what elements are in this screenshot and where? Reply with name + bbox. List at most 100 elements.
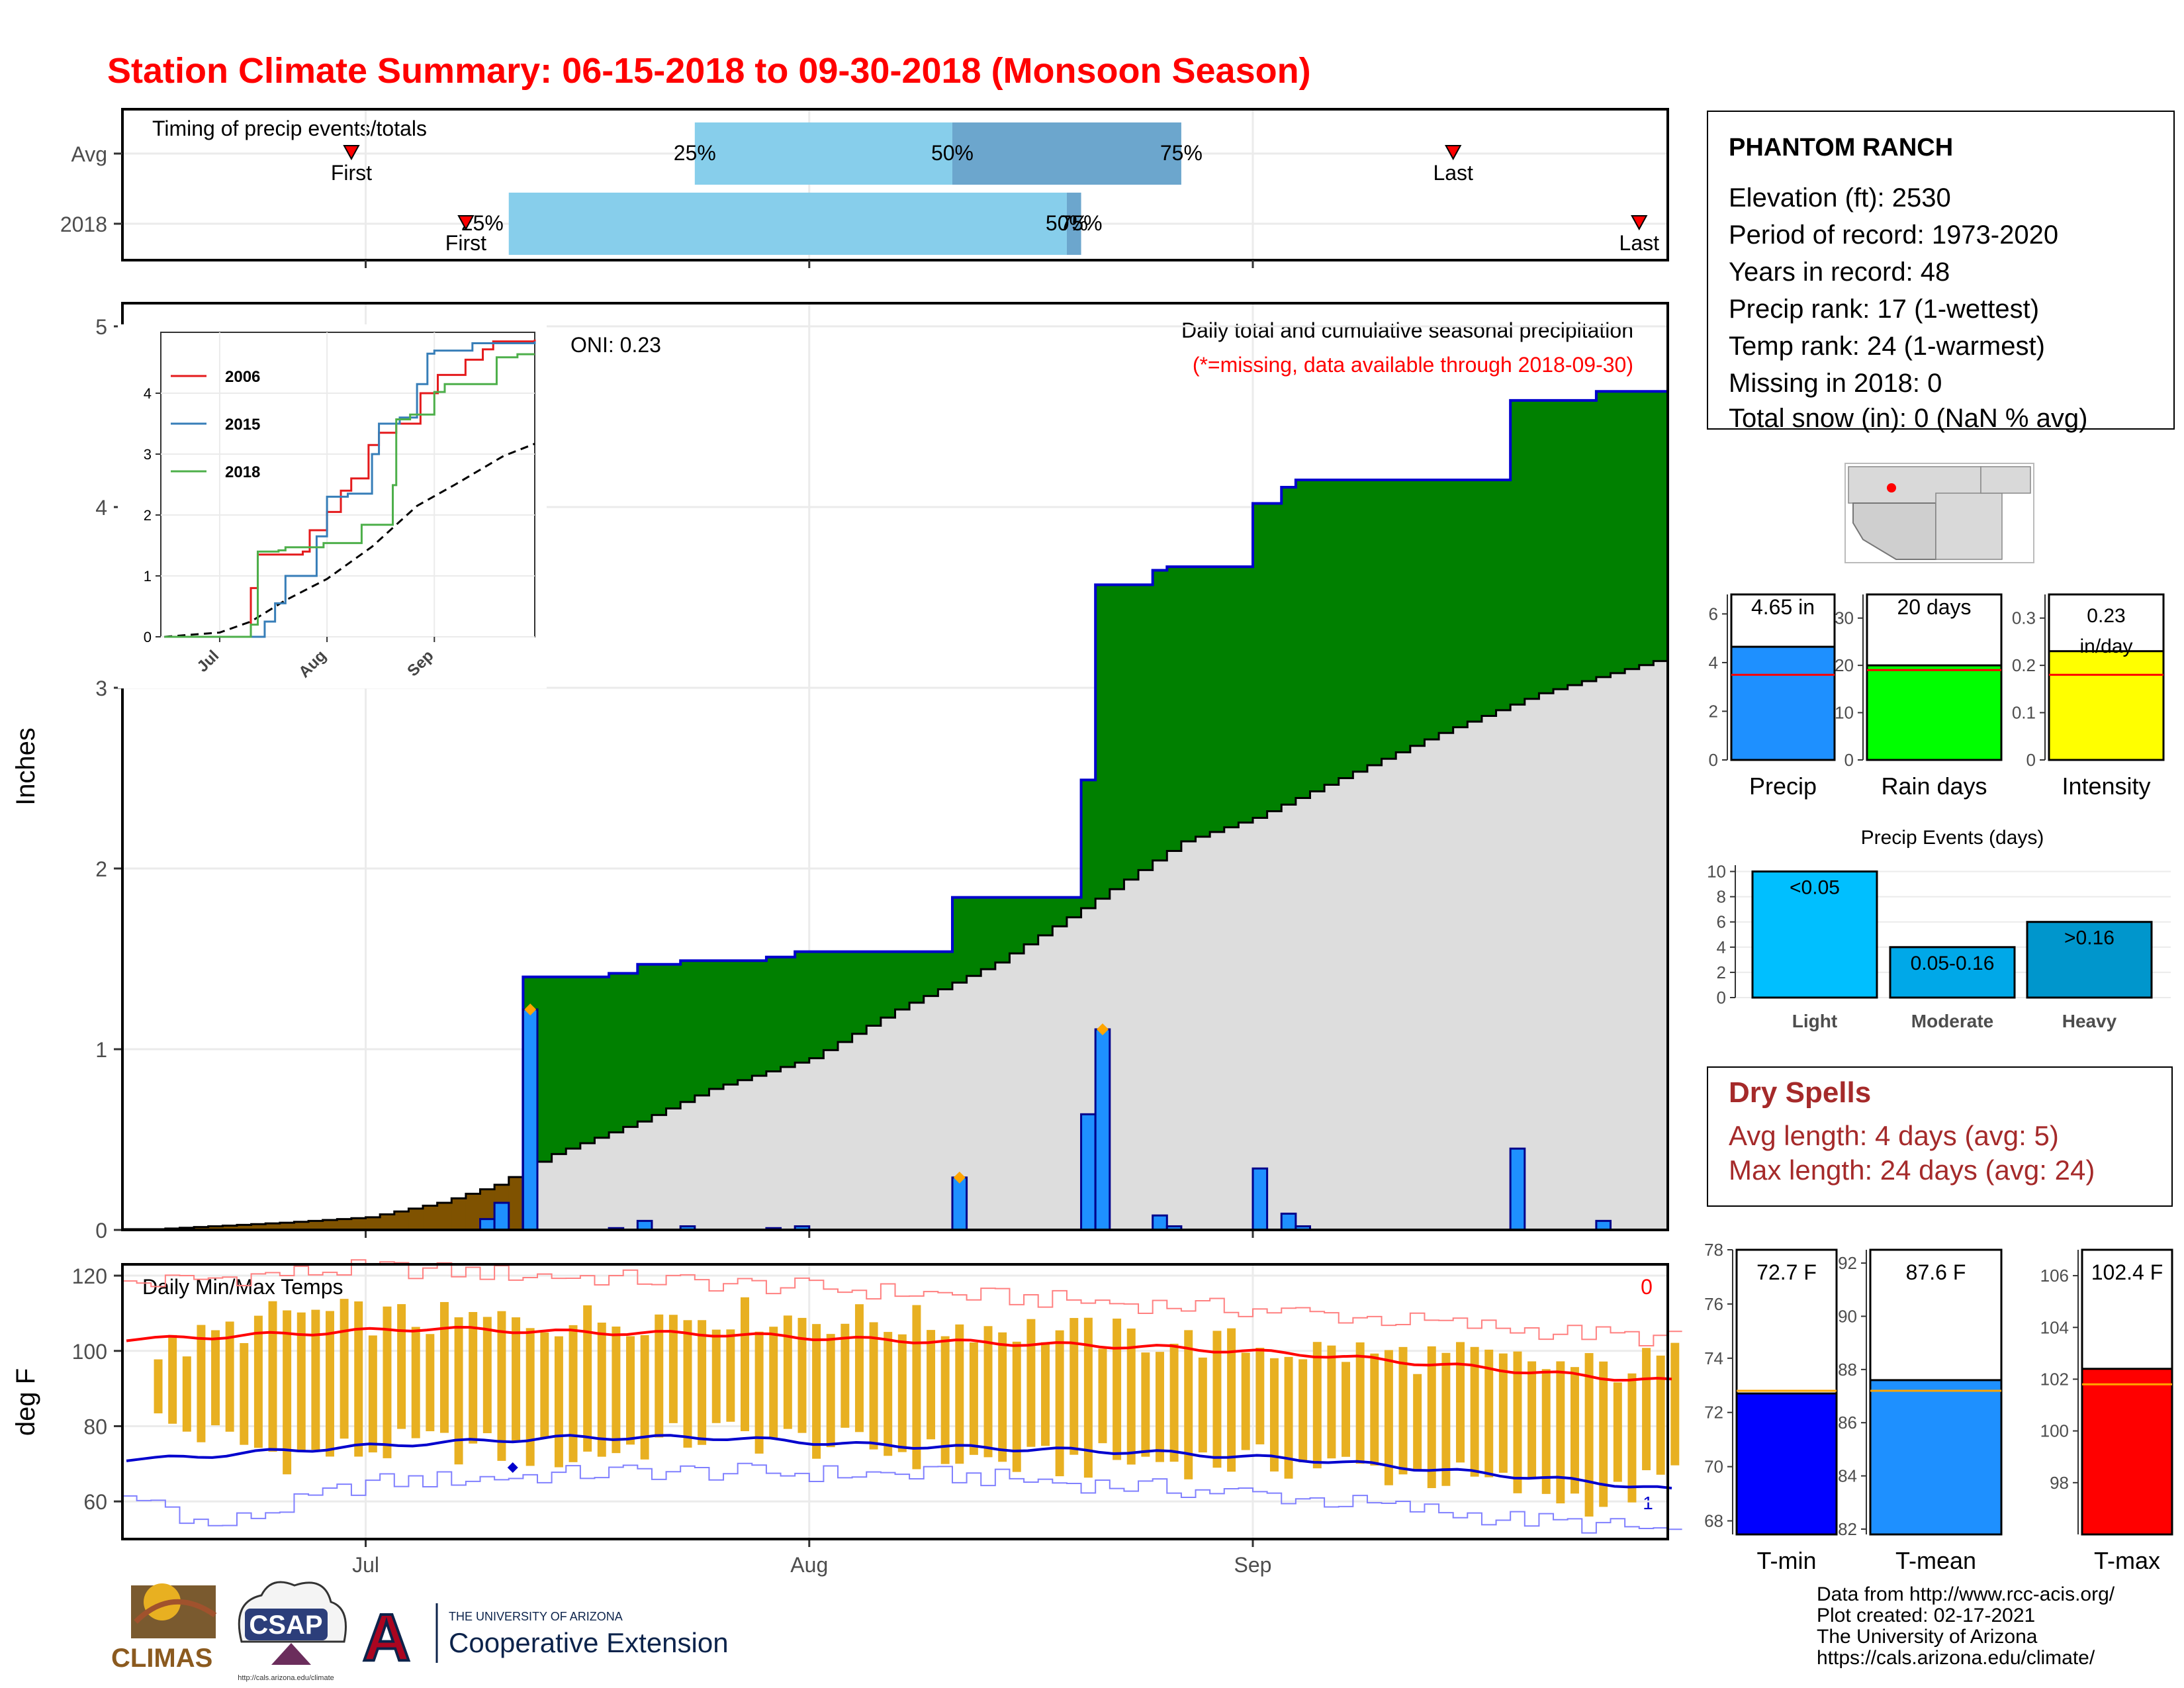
daily-temp-bar bbox=[1599, 1361, 1608, 1507]
timing-row-label: 2018 bbox=[60, 212, 107, 236]
surplus-band bbox=[1410, 480, 1426, 746]
daily-precip-bar bbox=[1094, 1028, 1111, 1229]
daily-temp-bar bbox=[1312, 1342, 1322, 1469]
daily-temp-bar bbox=[1570, 1367, 1579, 1494]
daily-precip-bar bbox=[951, 1176, 968, 1229]
events-y-tick-label: 0 bbox=[1717, 988, 1726, 1008]
surplus-band bbox=[880, 951, 896, 1018]
surplus-band bbox=[866, 951, 882, 1026]
surplus-band bbox=[1024, 897, 1039, 945]
daily-temp-bar bbox=[797, 1317, 807, 1433]
surplus-band bbox=[1653, 391, 1666, 661]
surplus-band bbox=[1267, 503, 1282, 812]
events-y-tick-label: 6 bbox=[1717, 912, 1726, 932]
precip-y-tick-label: 0 bbox=[95, 1219, 107, 1243]
surplus-band bbox=[723, 961, 739, 1085]
dry-spells-box: Dry Spells Avg length: 4 days (avg: 5) M… bbox=[1707, 1066, 2173, 1207]
daily-temp-bar bbox=[812, 1324, 821, 1459]
events-y-tick-label: 10 bbox=[1707, 862, 1726, 882]
daily-temp-bar bbox=[854, 1304, 864, 1432]
daily-temp-bar bbox=[683, 1320, 692, 1448]
daily-temp-bar bbox=[1398, 1346, 1408, 1475]
surplus-band bbox=[1396, 480, 1411, 753]
surplus-band bbox=[1467, 480, 1482, 722]
daily-temp-bar bbox=[525, 1328, 535, 1466]
surplus-band bbox=[1138, 585, 1154, 870]
daily-temp-bar bbox=[497, 1311, 506, 1461]
deficit-band bbox=[380, 1214, 395, 1229]
temp-t-max-y-tick-label: 98 bbox=[2050, 1473, 2069, 1493]
normal-cumulative-line bbox=[124, 660, 1666, 1229]
daily-temp-bar bbox=[1041, 1342, 1050, 1446]
surplus-band bbox=[809, 951, 824, 1058]
season-rain-days-y-tick-label: 0 bbox=[1844, 750, 1854, 770]
surplus-band bbox=[637, 964, 653, 1122]
precip-events-panel: Precip Events (days) 0 2 4 6 8 10 <0.05 Light 0.… bbox=[1707, 827, 2171, 1031]
season-rain-days-y-tick-label: 20 bbox=[1835, 655, 1854, 675]
daily-precip-bar bbox=[1152, 1214, 1168, 1229]
daily-temp-bar bbox=[1113, 1318, 1122, 1460]
season-precip-y-tick-label: 4 bbox=[1709, 653, 1718, 673]
temp-t-max-y-tick-label: 106 bbox=[2040, 1266, 2069, 1286]
deficit-band bbox=[322, 1219, 338, 1229]
precip-y-tick-label: 3 bbox=[95, 677, 107, 700]
daily-temp-bar bbox=[998, 1332, 1007, 1462]
temp-t-min-label: T-min bbox=[1757, 1547, 1817, 1574]
surplus-band bbox=[1224, 567, 1239, 827]
timing-panel: Timing of precip events/totals Avg 2018 25… bbox=[60, 108, 1669, 268]
timing-bar-lower bbox=[508, 193, 1067, 255]
surplus-band bbox=[966, 897, 981, 976]
daily-temp-bar bbox=[1241, 1352, 1250, 1450]
surplus-band bbox=[938, 951, 953, 990]
last-event-label: Last bbox=[1619, 231, 1660, 255]
footer-university: The University of Arizona bbox=[1817, 1626, 2038, 1648]
surplus-band bbox=[766, 957, 782, 1072]
daily-temp-bar bbox=[1484, 1349, 1494, 1477]
first-event-marker-icon bbox=[457, 215, 475, 231]
surplus-band bbox=[823, 951, 839, 1051]
record-low-line bbox=[122, 1462, 1682, 1534]
surplus-band bbox=[923, 951, 938, 996]
daily-temp-bar bbox=[1155, 1352, 1164, 1462]
daily-temp-bar bbox=[1198, 1357, 1207, 1453]
season-intensity-y-tick-label: 0.2 bbox=[2012, 655, 2036, 675]
daily-temp-bar bbox=[783, 1315, 792, 1429]
daily-precip-bar bbox=[679, 1225, 696, 1229]
daily-temp-bar bbox=[340, 1299, 349, 1439]
surplus-band bbox=[1195, 567, 1210, 837]
surplus-band bbox=[1152, 570, 1167, 861]
surplus-band bbox=[1081, 780, 1096, 909]
station-period: Period of record: 1973-2020 bbox=[1729, 220, 2058, 250]
surplus-band bbox=[1481, 480, 1497, 716]
surplus-band bbox=[537, 976, 553, 1162]
record-precip-marker-icon bbox=[1096, 1023, 1109, 1035]
daily-precip-bar bbox=[1080, 1113, 1097, 1229]
precip-annotation-title: Daily total and cumulative seasonal prec… bbox=[1181, 318, 1633, 342]
daily-temp-bar bbox=[1212, 1331, 1222, 1468]
temp-value-text: 72.7 F bbox=[1756, 1260, 1817, 1284]
temp-t-max-bar bbox=[2081, 1368, 2173, 1536]
temperature-mean-panels: 68 70 72 74 76 78 T-min 72.7 F 82 84 86 88 90 92 T-mea… bbox=[1704, 1240, 2173, 1574]
first-event-marker-icon bbox=[343, 145, 360, 161]
first-event-label: First bbox=[445, 231, 486, 255]
surplus-band bbox=[795, 951, 810, 1063]
deficit-band bbox=[294, 1221, 309, 1229]
surplus-band bbox=[551, 976, 567, 1154]
deficit-band bbox=[437, 1203, 452, 1229]
temp-t-mean-label: T-mean bbox=[1895, 1547, 1976, 1574]
season-precip-bar bbox=[1730, 645, 1836, 761]
event-category-label: Light bbox=[1792, 1011, 1837, 1031]
daily-temp-bar bbox=[869, 1322, 878, 1450]
last-event-marker-icon bbox=[1444, 145, 1462, 161]
surplus-band bbox=[1668, 391, 1682, 657]
season-rain-days-y-tick-label: 10 bbox=[1835, 703, 1854, 723]
deficit-band bbox=[251, 1224, 266, 1229]
surplus-band bbox=[1038, 897, 1053, 936]
precip-annotation-missing: (*=missing, data available through 2018-… bbox=[1193, 353, 1633, 377]
surplus-band bbox=[909, 951, 925, 1003]
csap-label-bg bbox=[245, 1609, 328, 1640]
daily-temp-bar bbox=[1427, 1346, 1436, 1489]
dry-spells-avg: Avg length: 4 days (avg: 5) bbox=[1729, 1120, 2059, 1151]
surplus-band bbox=[1124, 585, 1139, 880]
